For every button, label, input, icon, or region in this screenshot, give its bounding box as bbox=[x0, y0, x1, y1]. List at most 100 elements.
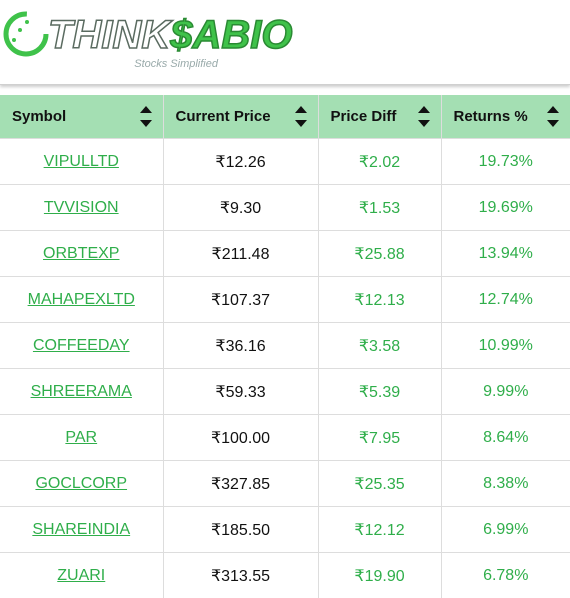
returns: 19.69% bbox=[479, 199, 533, 216]
column-header[interactable]: Current Price bbox=[163, 95, 318, 139]
returns: 10.99% bbox=[479, 337, 533, 354]
table-cell: 19.73% bbox=[441, 139, 570, 185]
price-diff: ₹12.13 bbox=[354, 292, 404, 309]
sort-icon[interactable] bbox=[139, 104, 153, 130]
returns: 8.38% bbox=[483, 475, 528, 492]
price-diff: ₹12.12 bbox=[354, 522, 404, 539]
table-cell: ₹25.88 bbox=[318, 231, 441, 277]
current-price: ₹313.55 bbox=[211, 568, 270, 585]
table-cell: 8.38% bbox=[441, 461, 570, 507]
current-price: ₹36.16 bbox=[215, 338, 265, 355]
symbol-link[interactable]: ORBTEXP bbox=[43, 245, 119, 262]
table-cell: 12.74% bbox=[441, 277, 570, 323]
sort-icon[interactable] bbox=[546, 104, 560, 130]
symbol-link[interactable]: VIPULLTD bbox=[44, 153, 119, 170]
current-price: ₹211.48 bbox=[212, 246, 270, 263]
table-cell: 19.69% bbox=[441, 185, 570, 231]
symbol-link[interactable]: ZUARI bbox=[57, 567, 105, 584]
symbol-link[interactable]: TVVISION bbox=[44, 199, 119, 216]
logo-text: THINK$ABIO bbox=[48, 13, 292, 57]
table-row: GOCLCORP ₹327.85 ₹25.35 8.38% bbox=[0, 461, 570, 507]
current-price: ₹9.30 bbox=[220, 200, 261, 217]
sort-icon[interactable] bbox=[417, 104, 431, 130]
table-cell: 9.99% bbox=[441, 369, 570, 415]
table-cell: ₹7.95 bbox=[318, 415, 441, 461]
symbol-link[interactable]: SHAREINDIA bbox=[32, 521, 130, 538]
table-row: PAR ₹100.00 ₹7.95 8.64% bbox=[0, 415, 570, 461]
column-title: Symbol bbox=[12, 108, 66, 125]
table-cell: ₹19.90 bbox=[318, 553, 441, 598]
symbol-link[interactable]: GOCLCORP bbox=[35, 475, 127, 492]
table-row: TVVISION ₹9.30 ₹1.53 19.69% bbox=[0, 185, 570, 231]
table-cell: PAR bbox=[0, 415, 163, 461]
logo[interactable]: THINK$ABIO Stocks Simplified bbox=[0, 0, 300, 84]
table-cell: ₹25.35 bbox=[318, 461, 441, 507]
current-price: ₹107.37 bbox=[211, 292, 270, 309]
price-diff: ₹25.88 bbox=[354, 246, 404, 263]
table-cell: ₹12.26 bbox=[163, 139, 318, 185]
price-diff: ₹19.90 bbox=[354, 568, 404, 585]
table-cell: COFFEEDAY bbox=[0, 323, 163, 369]
table-cell: ₹59.33 bbox=[163, 369, 318, 415]
table-cell: 6.78% bbox=[441, 553, 570, 598]
table-cell: ₹100.00 bbox=[163, 415, 318, 461]
stock-table: Symbol Current Price Price Diff Returns % V… bbox=[0, 95, 570, 598]
price-diff: ₹1.53 bbox=[359, 200, 400, 217]
returns: 6.78% bbox=[483, 567, 528, 584]
symbol-link[interactable]: COFFEEDAY bbox=[33, 337, 130, 354]
table-cell: ₹185.50 bbox=[163, 507, 318, 553]
table-cell: ₹5.39 bbox=[318, 369, 441, 415]
column-header[interactable]: Returns % bbox=[441, 95, 570, 139]
price-diff: ₹3.58 bbox=[359, 338, 400, 355]
symbol-link[interactable]: MAHAPEXLTD bbox=[28, 291, 135, 308]
table-cell: GOCLCORP bbox=[0, 461, 163, 507]
header-row: Symbol Current Price Price Diff Returns % bbox=[0, 95, 570, 139]
table-cell: MAHAPEXLTD bbox=[0, 277, 163, 323]
table-cell: 8.64% bbox=[441, 415, 570, 461]
column-title: Returns % bbox=[454, 108, 528, 125]
returns: 6.99% bbox=[483, 521, 528, 538]
table-cell: 13.94% bbox=[441, 231, 570, 277]
column-header[interactable]: Symbol bbox=[0, 95, 163, 139]
table-cell: ₹1.53 bbox=[318, 185, 441, 231]
price-diff: ₹7.95 bbox=[359, 430, 400, 447]
current-price: ₹100.00 bbox=[211, 430, 270, 447]
table-row: ORBTEXP ₹211.48 ₹25.88 13.94% bbox=[0, 231, 570, 277]
returns: 12.74% bbox=[479, 291, 533, 308]
returns: 9.99% bbox=[483, 383, 528, 400]
sort-icon[interactable] bbox=[294, 104, 308, 130]
table-cell: ZUARI bbox=[0, 553, 163, 598]
table-cell: SHAREINDIA bbox=[0, 507, 163, 553]
table-row: SHAREINDIA ₹185.50 ₹12.12 6.99% bbox=[0, 507, 570, 553]
table-row: MAHAPEXLTD ₹107.37 ₹12.13 12.74% bbox=[0, 277, 570, 323]
header: THINK$ABIO Stocks Simplified bbox=[0, 0, 570, 85]
table-row: COFFEEDAY ₹36.16 ₹3.58 10.99% bbox=[0, 323, 570, 369]
table-cell: ₹2.02 bbox=[318, 139, 441, 185]
table-row: ZUARI ₹313.55 ₹19.90 6.78% bbox=[0, 553, 570, 598]
symbol-link[interactable]: SHREERAMA bbox=[31, 383, 132, 400]
price-diff: ₹25.35 bbox=[354, 476, 404, 493]
table-cell: ₹211.48 bbox=[163, 231, 318, 277]
table-cell: TVVISION bbox=[0, 185, 163, 231]
current-price: ₹12.26 bbox=[215, 154, 265, 171]
column-header[interactable]: Price Diff bbox=[318, 95, 441, 139]
current-price: ₹185.50 bbox=[211, 522, 270, 539]
current-price: ₹327.85 bbox=[211, 476, 270, 493]
table-cell: ₹313.55 bbox=[163, 553, 318, 598]
table-cell: ₹107.37 bbox=[163, 277, 318, 323]
symbol-link[interactable]: PAR bbox=[65, 429, 97, 446]
table-cell: ORBTEXP bbox=[0, 231, 163, 277]
column-title: Price Diff bbox=[331, 108, 397, 125]
returns: 8.64% bbox=[483, 429, 528, 446]
tagline: Stocks Simplified bbox=[134, 58, 219, 70]
current-price: ₹59.33 bbox=[215, 384, 265, 401]
table-cell: SHREERAMA bbox=[0, 369, 163, 415]
table-row: SHREERAMA ₹59.33 ₹5.39 9.99% bbox=[0, 369, 570, 415]
price-diff: ₹5.39 bbox=[359, 384, 400, 401]
table-cell: 6.99% bbox=[441, 507, 570, 553]
table-cell: ₹12.12 bbox=[318, 507, 441, 553]
table-cell: ₹12.13 bbox=[318, 277, 441, 323]
